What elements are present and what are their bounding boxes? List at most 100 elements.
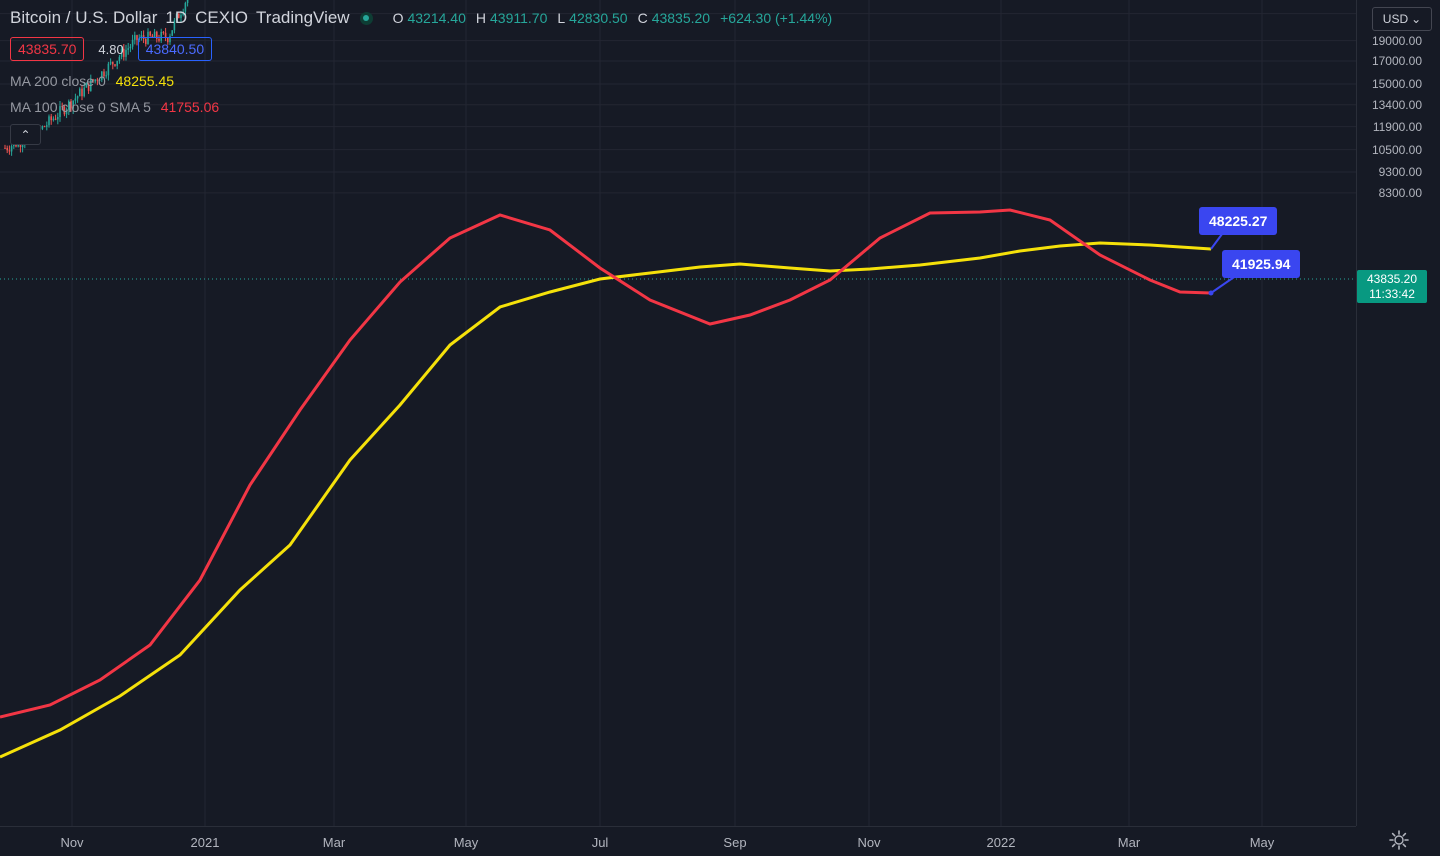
symbol-name[interactable]: Bitcoin / U.S. Dollar <box>10 8 158 27</box>
low-label: L <box>557 10 566 26</box>
candle-body <box>162 31 165 33</box>
time-tick-label: Jul <box>591 835 609 850</box>
candle-body <box>120 48 123 57</box>
change-value: +624.30 (+1.44%) <box>720 10 833 26</box>
buy-price-button[interactable]: 43840.50 <box>137 37 213 61</box>
candle-body <box>76 96 79 99</box>
time-tick-label: Nov <box>857 835 881 850</box>
time-tick-label: Nov <box>60 835 84 850</box>
candle-body <box>129 46 132 49</box>
candle-body <box>79 88 81 97</box>
collapse-indicators-button[interactable]: ⌃ <box>10 124 41 145</box>
candle-body <box>116 60 118 66</box>
ohlc-values: O 43214.40 H 43911.70 L 42830.50 C 43835.20 … <box>393 10 839 26</box>
candle-body <box>169 35 171 43</box>
candle-body <box>74 98 77 101</box>
candle-body <box>10 146 13 152</box>
currency-label: USD <box>1382 12 1409 26</box>
low-value: 42830.50 <box>569 10 628 26</box>
candle-body <box>96 79 99 81</box>
candle-body <box>98 79 101 81</box>
candle-body <box>186 0 189 3</box>
candle-body <box>103 71 105 77</box>
candle-body <box>151 35 154 38</box>
candle-body <box>41 126 44 129</box>
candle-body <box>175 13 178 21</box>
price-tick-label: 13400.00 <box>1371 97 1422 112</box>
candle-body <box>87 83 90 91</box>
candle-body <box>85 83 88 88</box>
candle-body <box>52 118 55 121</box>
time-tick-label: 2022 <box>986 835 1016 850</box>
candle-body <box>156 31 158 39</box>
candle-body <box>92 79 94 82</box>
ma100-value-callout[interactable]: 41925.94 <box>1222 250 1301 278</box>
candle-body <box>112 61 114 65</box>
candle-body <box>101 71 103 80</box>
candle-body <box>94 79 96 82</box>
last-price-badge: 43835.20 11:33:42 <box>1357 270 1427 303</box>
bar-countdown: 11:33:42 <box>1369 287 1415 301</box>
price-tick-label: 8300.00 <box>1378 185 1422 200</box>
last-price-value: 43835.20 <box>1366 272 1418 286</box>
candle-body <box>125 49 127 57</box>
time-tick-label: 2021 <box>190 835 220 850</box>
sell-price-button[interactable]: 43835.70 <box>10 37 85 61</box>
exchange-label: CEXIO <box>195 8 249 27</box>
open-value: 43214.40 <box>407 10 466 26</box>
indicator-ma100-label: MA 100 close 0 SMA 5 <box>10 99 151 115</box>
quote-row: 43835.70 4.80 43840.50 <box>10 37 213 61</box>
ma200-line <box>0 241 1212 759</box>
candle-body <box>149 31 151 36</box>
candle-body <box>153 31 156 38</box>
candle-body <box>184 2 187 12</box>
candle-body <box>164 32 167 38</box>
spread-value: 4.80 <box>98 41 124 57</box>
interval-label[interactable]: 1D <box>165 8 188 27</box>
time-axis[interactable]: Nov 2021 Mar May Jul Sep Nov 2022 Mar May <box>0 826 1356 856</box>
candle-body <box>63 106 66 115</box>
chevron-up-icon: ⌃ <box>20 127 31 142</box>
indicator-ma200[interactable]: MA 200 close 0 48255.45 <box>10 73 174 89</box>
candle-body <box>134 35 136 40</box>
price-tick-label: 11900.00 <box>1372 119 1422 134</box>
gear-icon[interactable] <box>1388 829 1410 851</box>
high-value: 43911.70 <box>490 10 548 26</box>
candle-body <box>171 30 173 36</box>
candle-body <box>107 63 110 76</box>
candle-body <box>4 147 6 149</box>
time-tick-label: Sep <box>723 835 747 850</box>
time-tick-label: Mar <box>322 835 346 850</box>
candle-body <box>72 100 74 109</box>
indicator-ma100-value: 41755.06 <box>160 99 220 115</box>
price-tick-label: 17000.00 <box>1371 54 1422 69</box>
candle-body <box>8 150 11 152</box>
time-tick-label: Mar <box>1117 835 1141 850</box>
ma200-value-callout[interactable]: 48225.27 <box>1199 207 1278 235</box>
close-label: C <box>637 10 648 26</box>
candle-body <box>158 38 160 41</box>
market-status-icon[interactable] <box>359 11 373 25</box>
ma100-line <box>0 208 1212 719</box>
candle-body <box>114 64 116 66</box>
time-tick-label: May <box>453 835 479 850</box>
candle-body <box>90 79 92 91</box>
candle-body <box>123 48 125 57</box>
candle-body <box>48 116 50 126</box>
candle-body <box>160 31 162 41</box>
candle-body <box>50 116 52 121</box>
candle-body <box>105 75 107 77</box>
price-tick-label: 10500.00 <box>1371 142 1422 157</box>
indicator-ma100[interactable]: MA 100 close 0 SMA 5 41755.06 <box>10 99 219 115</box>
indicator-ma200-label: MA 200 close 0 <box>10 73 106 89</box>
candle-body <box>54 118 57 120</box>
price-axis[interactable]: 93000.0081000.0069000.0061500.0054000.00… <box>1356 0 1440 826</box>
candle-body <box>182 11 184 15</box>
candle-body <box>83 87 85 97</box>
candle-body <box>57 117 59 120</box>
currency-selector[interactable]: USD ⌄ <box>1372 7 1432 31</box>
candle-body <box>68 100 70 110</box>
indicator-ma200-value: 48255.45 <box>115 73 175 89</box>
price-tick-label: 15000.00 <box>1371 77 1422 92</box>
